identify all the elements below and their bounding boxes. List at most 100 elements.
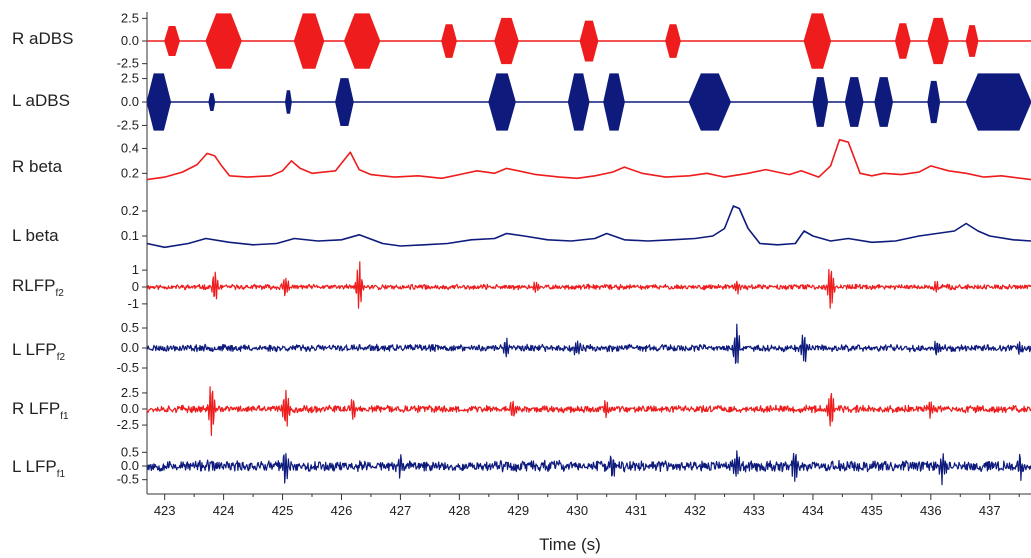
x-tick-label: 430 <box>566 503 588 518</box>
stim-burst-r-adbs-2 <box>293 13 325 69</box>
series-line-rlfp-f1 <box>146 386 1031 436</box>
stim-burst-r-adbs-3 <box>343 13 381 69</box>
panel-label-llfp-f2: L LFPf2 <box>12 340 66 363</box>
panel-label-l-beta: L beta <box>12 226 59 245</box>
x-axis: 423 424 425 426 427 428 429 430 431 432 433 434 435 4… <box>147 493 1031 518</box>
panel-rlfp-f1: R LFPf1 2.50.0-2.5 <box>12 385 1031 436</box>
y-tick-label: 2.5 <box>121 385 139 400</box>
x-tick-label: 437 <box>979 503 1001 518</box>
x-tick-label: 429 <box>507 503 529 518</box>
stim-burst-l-adbs-7 <box>688 73 731 131</box>
panel-label-subscript: f1 <box>60 411 69 422</box>
y-tick-label: -0.5 <box>117 360 139 375</box>
stim-burst-r-adbs-4 <box>441 24 457 58</box>
panel-r-adbs: R aDBS 2.5 0.0 -2.5 <box>12 10 1031 71</box>
panel-l-beta: L beta 0.2 0.1 <box>12 203 1031 249</box>
stim-burst-r-adbs-11 <box>965 25 979 57</box>
x-tick-label: 427 <box>390 503 412 518</box>
y-tick-label: 0.0 <box>121 33 139 48</box>
y-tick-label: 0.5 <box>121 320 139 335</box>
panel-l-adbs: L aDBS 2.5 0.0 -2.5 <box>12 71 1031 132</box>
x-tick-label: 436 <box>920 503 942 518</box>
y-tick-label: -0.5 <box>117 472 139 487</box>
x-tick-label: 434 <box>802 503 824 518</box>
stim-burst-r-adbs-10 <box>927 17 950 65</box>
panel-label-r-beta: R beta <box>12 157 63 176</box>
panel-llfp-f2: L LFPf2 0.5 0.0 -0.5 <box>12 320 1031 375</box>
x-tick-label: 424 <box>213 503 235 518</box>
x-axis-title: Time (s) <box>539 535 601 554</box>
y-tick-label: 0.4 <box>121 140 139 155</box>
panel-label-main: L LFP <box>12 340 57 359</box>
panel-label-subscript: f1 <box>57 469 66 480</box>
y-tick-label: 0.2 <box>121 203 139 218</box>
stim-burst-r-adbs-7 <box>665 24 681 58</box>
y-tick-label: 2.5 <box>121 71 139 86</box>
x-tick-label: 435 <box>861 503 883 518</box>
y-tick-label: 1 <box>132 262 139 277</box>
stim-burst-l-adbs-9 <box>844 77 864 127</box>
y-tick-label: 0.1 <box>121 228 139 243</box>
series-line-rlfp-f2 <box>146 261 1031 309</box>
y-tick-label: 0.2 <box>121 165 139 180</box>
panel-label-r-adbs: R aDBS <box>12 29 73 48</box>
panel-label-main: R beta <box>12 157 63 176</box>
stim-burst-l-adbs-10 <box>874 77 894 127</box>
panel-label-rlfp-f1: R LFPf1 <box>12 399 69 422</box>
x-tick-label: 428 <box>448 503 470 518</box>
x-tick-label: 425 <box>272 503 294 518</box>
y-tick-label: 0 <box>132 279 139 294</box>
panel-r-beta: R beta 0.4 0.2 <box>12 138 1031 181</box>
stim-burst-l-adbs-11 <box>927 80 941 124</box>
panel-label-main: R aDBS <box>12 29 73 48</box>
x-tick-label: 433 <box>743 503 765 518</box>
stim-burst-r-adbs-9 <box>894 23 911 59</box>
x-tick-label: 431 <box>625 503 647 518</box>
y-tick-label: 0.0 <box>121 94 139 109</box>
y-tick-label: -1 <box>127 296 139 311</box>
panel-label-main: RLFP <box>12 276 55 295</box>
x-tick-label: 426 <box>331 503 353 518</box>
series-line-llfp-f2 <box>146 323 1031 364</box>
y-tick-label: 2.5 <box>121 10 139 25</box>
stim-burst-r-adbs-5 <box>494 17 519 65</box>
y-tick-label: 0.0 <box>121 401 139 416</box>
panel-label-main: L beta <box>12 226 59 245</box>
panel-label-main: L LFP <box>12 457 57 476</box>
y-tick-label: -2.5 <box>117 417 139 432</box>
y-tick-label: 0.0 <box>121 340 139 355</box>
stim-burst-l-adbs-8 <box>812 77 829 127</box>
panel-label-main: R LFP <box>12 399 60 418</box>
stim-burst-l-adbs-6 <box>603 73 625 131</box>
stim-burst-l-adbs-12 <box>965 73 1031 131</box>
panel-rlfp-f2: RLFPf2 1 0 -1 <box>12 261 1031 311</box>
stim-burst-l-adbs-0 <box>146 73 172 131</box>
panel-label-rlfp-f2: RLFPf2 <box>12 276 64 299</box>
y-tick-label: -2.5 <box>117 56 139 71</box>
panel-label-main: L aDBS <box>12 91 70 110</box>
stim-burst-r-adbs-6 <box>579 20 599 62</box>
series-line-l-beta <box>146 205 1031 249</box>
stim-burst-l-adbs-2 <box>284 90 292 114</box>
stim-burst-r-adbs-1 <box>205 13 242 69</box>
y-tick-label: -2.5 <box>117 117 139 132</box>
stim-burst-l-adbs-3 <box>335 78 354 126</box>
stim-burst-r-adbs-0 <box>164 26 180 56</box>
panel-label-subscript: f2 <box>57 352 66 363</box>
x-tick-label: 423 <box>154 503 176 518</box>
y-tick-label: 0.5 <box>121 444 139 459</box>
series-line-r-beta <box>146 138 1031 181</box>
stim-burst-l-adbs-5 <box>567 73 590 131</box>
stim-burst-l-adbs-1 <box>208 93 216 111</box>
stim-burst-l-adbs-4 <box>488 73 516 131</box>
panel-label-llfp-f1: L LFPf1 <box>12 457 66 480</box>
x-tick-label: 432 <box>684 503 706 518</box>
stim-burst-r-adbs-8 <box>803 13 832 69</box>
panel-llfp-f1: L LFPf1 0.50.0-0.5 <box>12 444 1031 487</box>
series-line-llfp-f1 <box>146 450 1031 486</box>
panel-label-l-adbs: L aDBS <box>12 91 70 110</box>
y-tick-label: 0.0 <box>121 458 139 473</box>
panel-label-subscript: f2 <box>55 288 64 299</box>
